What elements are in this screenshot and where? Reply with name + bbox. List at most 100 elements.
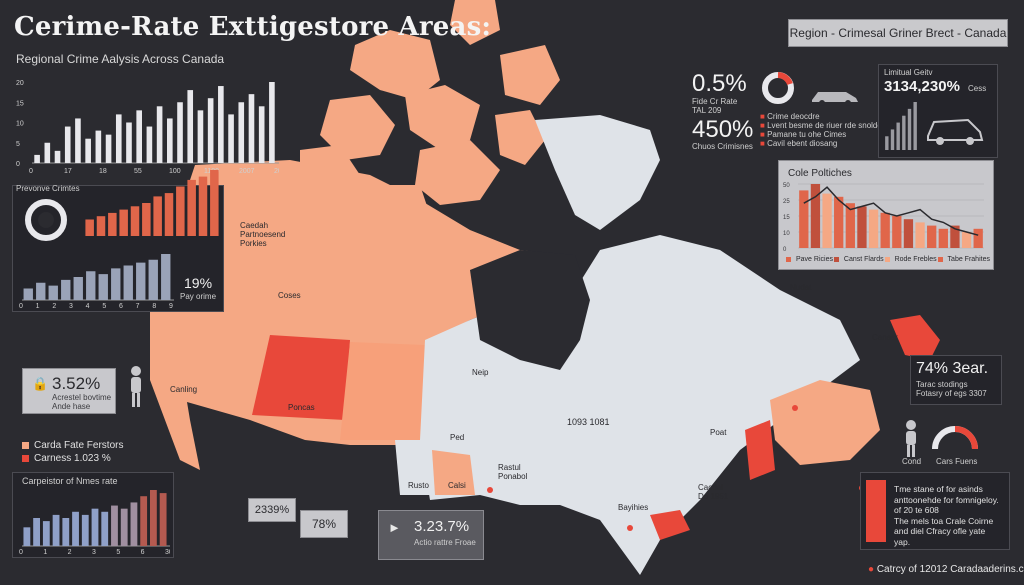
y-tick-label: 10 (783, 231, 790, 237)
legend-swatch (884, 256, 890, 262)
bar (907, 108, 912, 150)
stat-box-352 (22, 368, 116, 414)
bar (890, 129, 895, 150)
stat-05: 0.5% (692, 70, 747, 97)
bar (834, 196, 844, 248)
top-right-small-bars (885, 102, 917, 150)
bar (880, 212, 890, 248)
small-peach (432, 450, 475, 495)
map-label-calsi: Calsi (448, 481, 466, 490)
bar (913, 102, 917, 150)
bar (81, 514, 89, 546)
line-legend-item: Tabe Frahites (937, 256, 990, 263)
region-badge[interactable]: Region - Crimesal Griner Brect - Canada (788, 19, 1008, 47)
y-tick-label: 15 (783, 215, 790, 221)
bar (44, 142, 51, 163)
donut-list-item: ■ Crime deocdre (760, 112, 820, 121)
bar (269, 82, 275, 163)
bar (902, 115, 906, 150)
stat-05-caption: Fide Cr Rate TAL 209 (692, 97, 738, 115)
stat-450-caption: Chuos Crimisnes (692, 142, 753, 151)
bar (167, 118, 173, 163)
gauge-caption-1: Cond (902, 457, 922, 466)
bar (149, 490, 157, 546)
legend-swatch (22, 454, 29, 462)
bar (187, 179, 196, 236)
bar (111, 505, 118, 546)
south-block (395, 440, 432, 495)
donut-chart (762, 72, 794, 104)
line-chart-legend: Pave Ricies Canst Flards Rode Frebles Ta… (786, 256, 990, 263)
bar (164, 193, 174, 236)
bar (98, 274, 108, 300)
x-tick-label: 1 (43, 549, 47, 556)
great-lakes-red (650, 510, 690, 540)
donut-list-item: ■ Cavil ebent diosang (760, 139, 838, 148)
map-label-neip: Neip (472, 368, 489, 377)
bar (52, 514, 60, 546)
left-red-bars (85, 170, 219, 236)
bar (136, 110, 142, 163)
highlight-province (252, 335, 350, 420)
page-subtitle: Regional Crime Aalysis Across Canada (16, 52, 225, 66)
bar (119, 209, 128, 236)
bar (938, 228, 948, 248)
bar (148, 259, 158, 300)
bar (85, 138, 91, 163)
ring-caption: Prevonve Crimtes (16, 184, 80, 193)
bar (218, 86, 224, 163)
x-tick-label: 8 (152, 303, 156, 310)
map-label-canling: Canling (170, 385, 197, 394)
x-tick-label: 55 (134, 168, 142, 175)
map-pin (792, 405, 798, 411)
greenland-shape (535, 115, 660, 230)
bar (62, 518, 70, 546)
map-label-bayihies: Bayihies (618, 503, 648, 512)
donut-list: ■ Crime deocdre ■ Lvent besme de riuer r… (760, 112, 886, 148)
bar (23, 288, 33, 300)
legend-swatch (22, 441, 29, 449)
bar (95, 130, 102, 163)
y-tick-label: 10 (16, 121, 24, 128)
bar (85, 219, 94, 236)
y-tick-label: 50 (783, 183, 790, 189)
x-tick-label: 0 (29, 168, 33, 175)
panel-label: Limitual Geitv (884, 68, 933, 77)
y-tick-label: 0 (16, 161, 20, 168)
stat-352-caption: Acrestel bovtime Ande hase (52, 393, 112, 411)
bar (177, 102, 183, 163)
bar (23, 527, 31, 546)
bar (130, 502, 138, 546)
bar (238, 102, 245, 163)
bar (64, 126, 71, 163)
bar (799, 190, 809, 248)
x-tick-label: 3 (92, 549, 96, 556)
panel-stat: 3134,230% (884, 78, 960, 95)
person-icon (906, 420, 916, 457)
x-tick-label: 2 (68, 549, 72, 556)
bar (207, 98, 214, 163)
legend-swatch (937, 256, 943, 262)
note-accent-bar (866, 480, 886, 542)
gauge-icon (932, 426, 978, 450)
tag-icon: ► (388, 520, 401, 535)
map-label-coses: Coses (278, 291, 301, 300)
legend-label: Carda Fate Ferstors (34, 440, 124, 451)
bar (822, 193, 832, 248)
western-region (155, 160, 575, 445)
bar (61, 279, 71, 300)
stat-74-caption: Tarac stodings Fotasry of egs 3307 (916, 380, 987, 398)
bar (108, 212, 117, 236)
stat-74-panel (910, 355, 1002, 405)
stat-74-value: 74% 3ear. (916, 360, 989, 377)
map-label-rastul: Rastul Ponabol (498, 463, 528, 481)
map-label-1093: 1093 1081 (567, 417, 610, 427)
x-tick-label: 3 (69, 303, 73, 310)
x-tick-label: 5 (102, 303, 106, 310)
bar (91, 508, 99, 546)
bar (153, 196, 162, 236)
gauge-caption-2: Cars Fuens (936, 457, 978, 466)
cole-poltiches-chart: 50 25 15 10 0 (783, 183, 984, 252)
bar (176, 186, 185, 236)
bar (123, 265, 133, 300)
